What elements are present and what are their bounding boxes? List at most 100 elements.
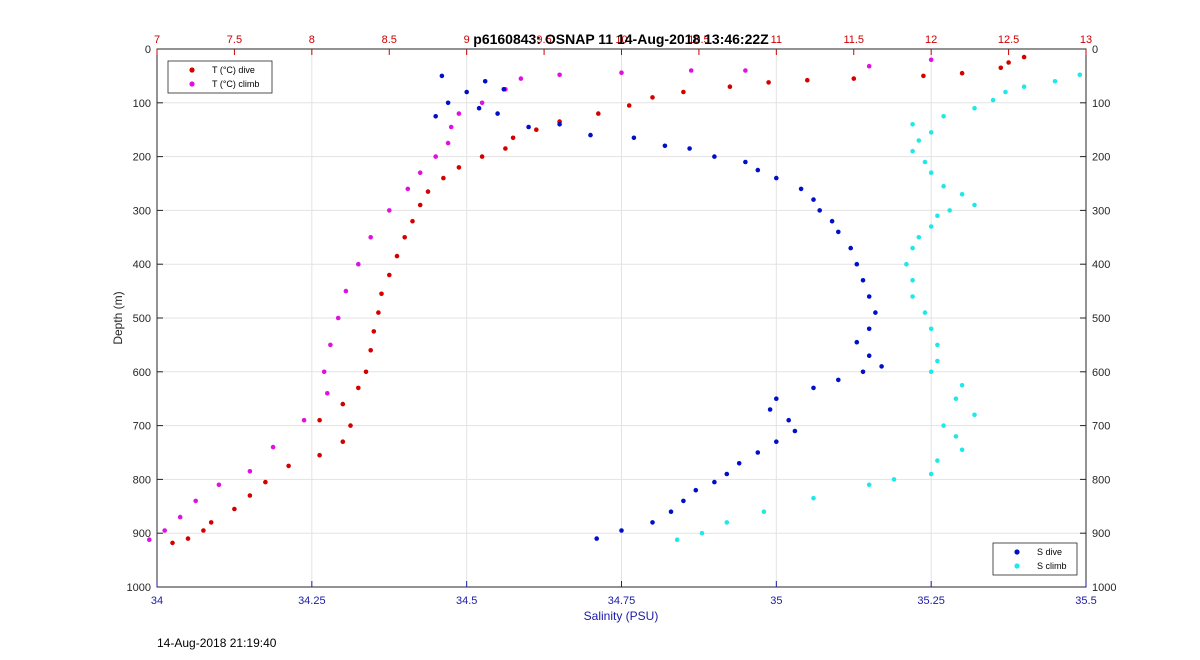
- data-point: [594, 536, 599, 541]
- data-point: [402, 235, 408, 240]
- y-tick-label-right: 600: [1092, 367, 1110, 379]
- y-tick-label-right: 900: [1092, 528, 1110, 540]
- data-point: [761, 509, 767, 514]
- data-point: [998, 65, 1004, 71]
- data-point: [798, 186, 804, 192]
- data-point: [379, 291, 384, 297]
- data-point: [301, 417, 307, 423]
- x-bottom-tick-label: 35.5: [1075, 595, 1096, 607]
- data-point: [910, 148, 915, 154]
- data-point: [755, 167, 761, 173]
- data-point: [922, 310, 928, 315]
- legend-marker-t-dive: [189, 67, 195, 73]
- x-top-tick-label: 11.5: [843, 34, 864, 46]
- data-point: [193, 498, 198, 504]
- data-point: [441, 175, 446, 181]
- data-point: [736, 461, 742, 466]
- data-point: [394, 253, 400, 259]
- data-point: [1006, 60, 1011, 65]
- y-tick-label-right: 800: [1092, 474, 1110, 486]
- data-point: [177, 514, 183, 520]
- data-point: [626, 103, 632, 108]
- data-point: [340, 401, 346, 407]
- data-point: [941, 114, 946, 119]
- data-point: [286, 463, 291, 469]
- data-point: [387, 208, 392, 213]
- data-point: [247, 469, 253, 474]
- data-point: [417, 202, 423, 208]
- data-point: [596, 111, 601, 116]
- data-point: [503, 146, 508, 151]
- data-point: [916, 235, 922, 240]
- data-point: [811, 197, 816, 202]
- data-point: [363, 369, 369, 375]
- data-point: [928, 224, 934, 229]
- data-point: [417, 170, 423, 175]
- data-point: [829, 218, 835, 224]
- data-point: [445, 140, 451, 146]
- y-tick-label-right: 1000: [1092, 582, 1116, 594]
- data-point: [687, 146, 692, 151]
- data-point: [201, 528, 206, 533]
- series-s-dive: [433, 73, 884, 541]
- data-point: [990, 97, 996, 103]
- legend-marker-s-dive: [1014, 549, 1020, 555]
- data-point: [774, 396, 779, 402]
- data-point: [743, 68, 748, 73]
- data-point: [766, 80, 771, 85]
- data-point: [693, 487, 699, 493]
- legend-salinity: S dive S climb: [992, 542, 1078, 576]
- data-point: [922, 159, 928, 165]
- x-bottom-tick-label: 34.25: [298, 595, 326, 607]
- legend-label-t-dive: T (°C) dive: [212, 65, 255, 75]
- y-tick-label-left: 500: [133, 313, 151, 325]
- data-point: [935, 458, 940, 463]
- data-point: [928, 170, 934, 175]
- data-point: [972, 202, 977, 208]
- data-point: [953, 396, 959, 402]
- data-point: [410, 218, 415, 224]
- data-point: [376, 310, 381, 315]
- data-point: [860, 278, 866, 283]
- data-point: [405, 186, 411, 192]
- data-point: [774, 175, 779, 181]
- series-t-c-dive: [170, 54, 1027, 546]
- data-point: [247, 493, 253, 498]
- data-point: [743, 159, 748, 165]
- data-point: [817, 208, 822, 213]
- y-tick-label-left: 200: [133, 152, 151, 164]
- x-top-tick-label: 10.5: [688, 34, 709, 46]
- data-point: [681, 89, 686, 95]
- data-point: [972, 412, 977, 418]
- chart-title: p6160843: OSNAP 11 14-Aug-2018 13:46:22Z: [473, 31, 769, 47]
- data-point: [866, 63, 872, 69]
- data-point: [873, 310, 878, 315]
- x-top-tick-label: 11: [771, 34, 782, 46]
- data-point: [317, 452, 322, 458]
- legend-label-s-climb: S climb: [1037, 561, 1067, 571]
- x-top-tick-label: 8.5: [382, 34, 397, 46]
- data-point: [433, 114, 439, 119]
- legend-marker-t-climb: [189, 81, 195, 87]
- data-point: [321, 369, 327, 375]
- y-tick-label-right: 0: [1092, 44, 1098, 56]
- y-tick-label-left: 1000: [127, 582, 151, 594]
- data-point: [325, 391, 330, 396]
- data-point: [340, 439, 346, 445]
- data-point: [619, 70, 624, 75]
- data-point: [767, 407, 773, 412]
- legend-marker-s-climb: [1014, 563, 1020, 569]
- data-point: [959, 70, 965, 76]
- data-point: [959, 447, 965, 453]
- y-tick-label-left: 300: [133, 205, 151, 217]
- y-tick-label-right: 300: [1092, 205, 1110, 217]
- data-point: [668, 509, 674, 514]
- data-point: [1077, 72, 1083, 78]
- data-point: [557, 72, 562, 78]
- data-point: [854, 261, 860, 267]
- data-point: [216, 482, 222, 488]
- x-top-tick-label: 7.5: [227, 34, 242, 46]
- data-point: [836, 377, 841, 383]
- data-point: [910, 122, 915, 127]
- grid-lines: [156, 48, 1087, 588]
